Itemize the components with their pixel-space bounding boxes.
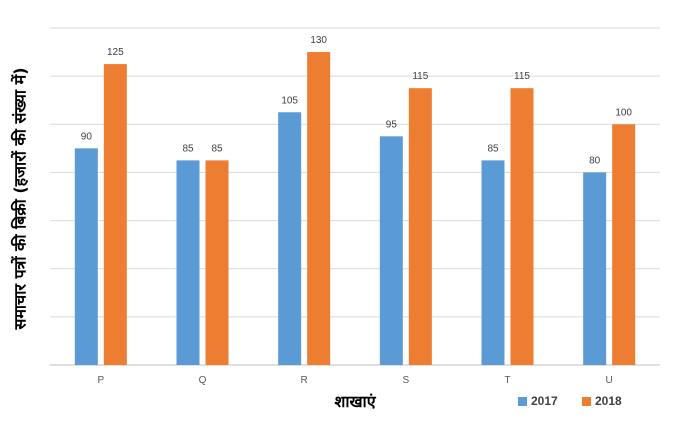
bar-2017-S — [379, 136, 403, 365]
x-tick-label: R — [301, 375, 308, 386]
gridlines — [50, 27, 660, 318]
x-tick-label: Q — [199, 375, 207, 386]
legend: 2017 2018 — [518, 394, 622, 408]
data-label: 115 — [514, 71, 530, 82]
x-tick-label: U — [606, 375, 613, 386]
data-label: 90 — [81, 131, 93, 142]
x-axis-title: शाखाएं — [334, 392, 376, 411]
bar-2018-Q — [205, 160, 229, 365]
data-label: 105 — [281, 95, 298, 106]
legend-swatch-2017 — [518, 397, 527, 406]
x-tick-label: T — [504, 375, 510, 386]
bar-2018-R — [307, 52, 331, 365]
data-labels: 90 125 85 85 105 130 95 115 85 115 80 100 — [81, 35, 633, 166]
data-label: 95 — [386, 119, 398, 130]
legend-label-2017: 2017 — [531, 394, 558, 408]
data-label: 115 — [412, 71, 428, 82]
y-axis-title: समाचार पत्रों की बिक्री (हजारों की संख्य… — [11, 67, 30, 330]
data-label: 85 — [211, 143, 223, 154]
bar-2017-U — [583, 172, 607, 365]
legend-label-2018: 2018 — [595, 394, 622, 408]
bar-2018-T — [510, 88, 534, 365]
bars — [74, 52, 636, 366]
data-label: 80 — [589, 155, 601, 166]
bar-2017-P — [74, 148, 98, 365]
x-tick-label: P — [97, 375, 104, 386]
data-label: 130 — [310, 35, 327, 46]
bar-2018-S — [408, 88, 432, 365]
x-tick-label: S — [402, 375, 409, 386]
bar-2018-U — [612, 124, 636, 366]
data-label: 125 — [107, 47, 124, 58]
bar-2017-R — [278, 112, 302, 365]
bar-2017-T — [481, 160, 505, 365]
bar-2017-Q — [176, 160, 200, 365]
x-axis-ticks: P Q R S T U — [97, 375, 612, 386]
bar-2018-P — [103, 64, 127, 365]
legend-swatch-2018 — [582, 397, 591, 406]
data-label: 100 — [615, 107, 632, 118]
data-label: 85 — [487, 143, 499, 154]
data-label: 85 — [182, 143, 194, 154]
